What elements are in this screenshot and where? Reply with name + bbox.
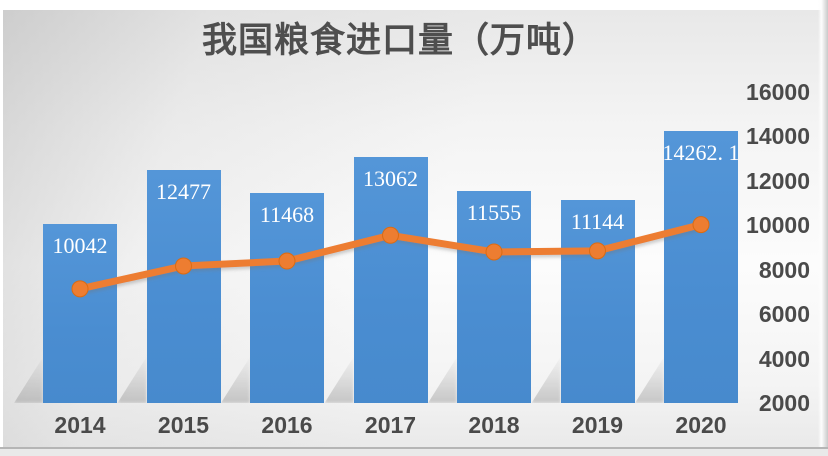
x-tick-label-2017: 2017 <box>364 412 417 438</box>
bar-2017 <box>353 157 428 403</box>
y-tick-label: 8000 <box>758 256 810 283</box>
y-tick-label: 6000 <box>758 301 810 328</box>
x-tick-label-2016: 2016 <box>261 412 313 438</box>
bar-data-label: 14262. 1 <box>662 139 740 165</box>
x-tick-label-2015: 2015 <box>157 412 210 438</box>
frame-left-edge <box>0 0 3 456</box>
frame-bottom-rule <box>0 447 828 449</box>
y-tick-label: 14000 <box>746 123 810 150</box>
bar-2015 <box>146 170 221 403</box>
bar-2020 <box>664 130 738 403</box>
y-tick-label: 16000 <box>746 79 810 105</box>
y-tick-label: 12000 <box>746 167 810 194</box>
frame-bottom-edge <box>0 449 828 456</box>
y-tick-label: 4000 <box>758 345 810 372</box>
bar-data-label: 11555 <box>466 199 522 225</box>
x-tick-label-2020: 2020 <box>675 412 727 438</box>
frame-right-edge <box>818 0 828 456</box>
y-tick-label: 2000 <box>758 390 810 416</box>
chart-title: 我国粮食进口量（万吨） <box>201 21 598 60</box>
y-tick-label: 10000 <box>746 212 810 239</box>
x-tick-label-2018: 2018 <box>468 412 520 438</box>
bar-data-label: 13062 <box>363 166 418 192</box>
frame-top-edge <box>0 0 828 10</box>
bar-data-label: 10042 <box>52 233 108 259</box>
bar-data-label: 12477 <box>156 179 211 205</box>
bar-data-label: 11468 <box>259 201 315 227</box>
bar-data-label: 11144 <box>570 208 625 234</box>
x-tick-label-2014: 2014 <box>54 412 106 438</box>
x-tick-label-2019: 2019 <box>571 412 624 438</box>
